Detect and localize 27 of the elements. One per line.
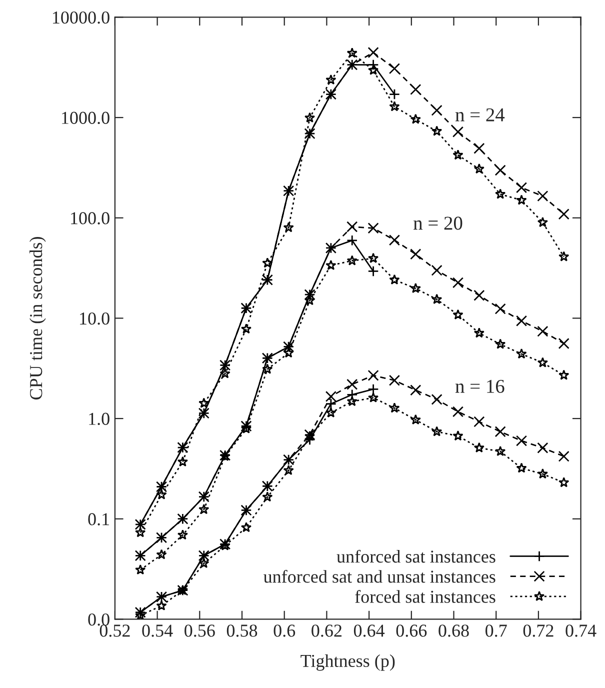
x-tick-label: 0.74 bbox=[566, 624, 596, 637]
y-tick-label: 0.0 bbox=[88, 613, 110, 626]
legend-label: unforced sat and unsat instances bbox=[264, 570, 496, 583]
x-tick-label: 0.56 bbox=[184, 624, 215, 637]
x-tick-label: 0.52 bbox=[100, 624, 130, 637]
y-tick-label: 100.0 bbox=[71, 212, 110, 224]
x-tick-label: 0.7 bbox=[486, 624, 507, 637]
x-tick-label: 0.58 bbox=[226, 624, 258, 637]
y-axis-title: CPU time (in seconds) bbox=[29, 237, 46, 400]
annotation: n = 20 bbox=[414, 216, 462, 230]
x-tick-label: 0.62 bbox=[312, 624, 342, 637]
x-tick-label: 0.6 bbox=[274, 624, 296, 637]
x-tick-label: 0.64 bbox=[354, 624, 385, 637]
annotation: n = 16 bbox=[455, 380, 504, 393]
y-tick-label: 10.0 bbox=[80, 312, 110, 325]
y-tick-label: 1.0 bbox=[89, 412, 110, 426]
y-tick-label: 10000.0 bbox=[52, 11, 110, 24]
y-tick-label: 0.1 bbox=[88, 513, 110, 526]
legend-label: forced sat instances bbox=[355, 590, 496, 603]
legend-label: unforced sat instances bbox=[336, 550, 496, 563]
x-tick-label: 0.54 bbox=[142, 624, 173, 637]
x-axis-title: Tightness (p) bbox=[300, 654, 395, 671]
x-tick-label: 0.72 bbox=[523, 624, 554, 637]
annotation: n = 24 bbox=[455, 108, 505, 122]
x-tick-label: 0.66 bbox=[396, 624, 427, 637]
x-tick-label: 0.68 bbox=[438, 624, 469, 637]
y-tick-label: 1000.0 bbox=[62, 112, 110, 124]
